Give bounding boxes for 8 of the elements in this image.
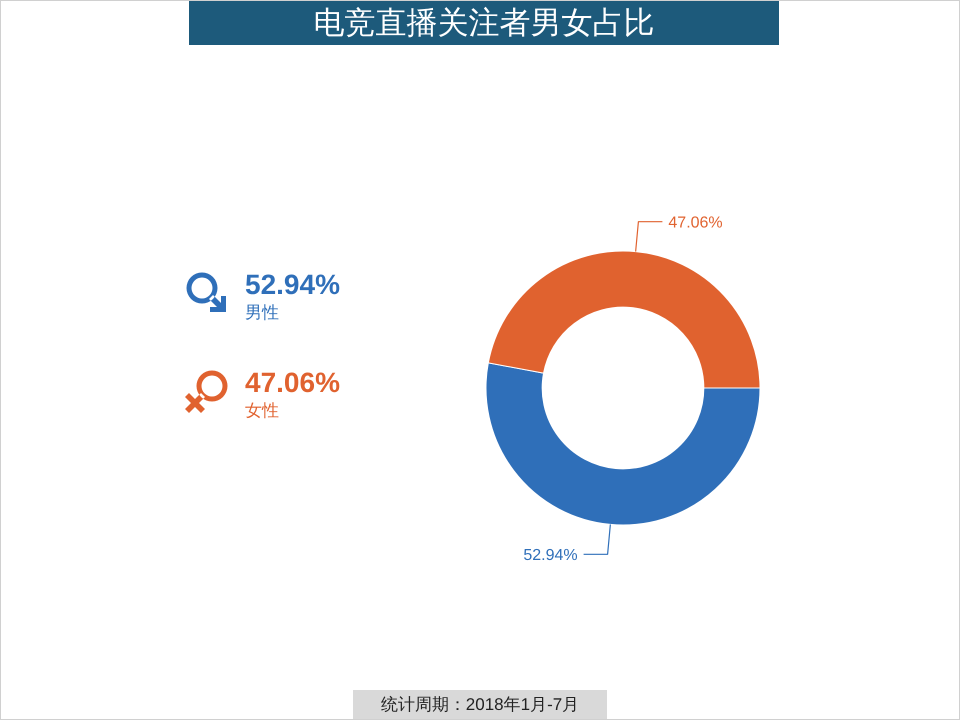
text: 52.94% xyxy=(245,269,340,300)
data-label: 52.94% xyxy=(523,546,578,564)
chart-title: 电竞直播关注者男女占比 xyxy=(189,1,779,45)
text: 统计周期：2018年1月-7月 xyxy=(380,695,580,714)
text: 47.06% xyxy=(245,367,340,398)
legend-label: 男性 xyxy=(245,302,280,324)
legend-label: 女性 xyxy=(245,400,280,422)
data-label: 47.06% xyxy=(668,214,723,232)
